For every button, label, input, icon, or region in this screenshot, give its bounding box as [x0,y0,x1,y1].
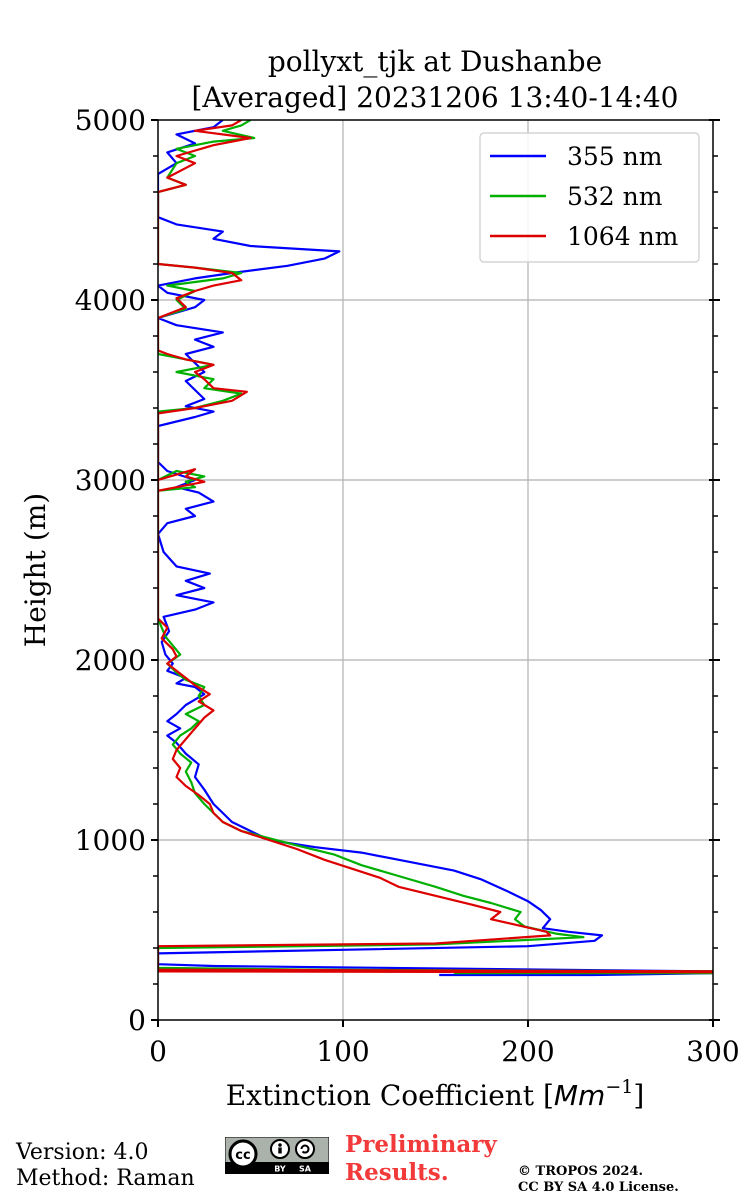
x-tick-label: 100 [316,1035,369,1068]
legend-label: 355 nm [567,142,663,171]
series-line-1064-nm [158,120,713,974]
cc-by-text: BY [274,1165,286,1174]
x-axis-label: Extinction Coefficient [Mm−1] [226,1076,645,1112]
x-axis-label-end: ] [633,1079,644,1112]
x-tick-label: 300 [686,1035,739,1068]
preliminary-label: Preliminary [345,1131,497,1158]
chart-title-line1: pollyxt_tjk at Dushanbe [268,45,602,78]
x-axis-label-unit: Mm [554,1079,605,1112]
cc-badge-text: cc [235,1148,250,1163]
legend-label: 532 nm [567,182,663,211]
cc-by-sa-badge: cc BY SA [225,1137,329,1174]
cc-logo-icon [228,1139,258,1169]
y-tick-label: 1000 [75,824,146,857]
version-text: Version: 4.0 [16,1140,149,1165]
y-tick-label: 5000 [75,104,146,137]
chart-title-line2: [Averaged] 20231206 13:40-14:40 [192,81,679,114]
y-axis-label: Height (m) [19,493,52,647]
x-axis-label-text: Extinction Coefficient [ [226,1079,554,1112]
method-text: Method: Raman [16,1166,195,1191]
y-tick-label: 2000 [75,644,146,677]
plot-frame [157,119,714,1021]
x-tick-label: 200 [501,1035,554,1068]
license-text: CC BY SA 4.0 License. [518,1180,679,1195]
legend-label: 1064 nm [567,222,679,251]
legend: 355 nm 532 nm 1064 nm [479,132,700,263]
y-tick-label: 0 [128,1004,146,1037]
grid-lines [158,120,713,1020]
series-line-355-nm [158,120,713,977]
share-alike-icon [295,1139,315,1159]
cc-sa-text: SA [299,1165,312,1174]
legend-box [479,132,700,263]
y-tick-label: 4000 [75,284,146,317]
series-layer [158,120,713,977]
preliminary-results-label: Results. [345,1159,449,1186]
x-tick-label: 0 [149,1035,167,1068]
y-tick-label: 3000 [75,464,146,497]
copyright-text: © TROPOS 2024. [518,1164,644,1179]
x-axis-label-exponent: −1 [605,1076,633,1098]
